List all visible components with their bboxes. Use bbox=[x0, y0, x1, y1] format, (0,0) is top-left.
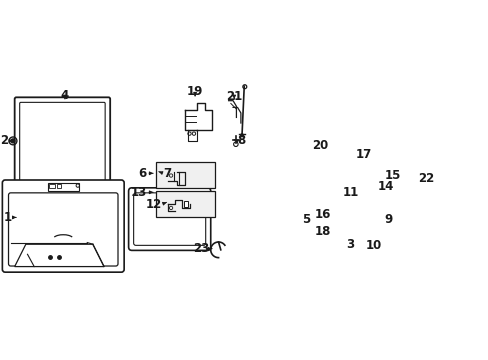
Text: 4: 4 bbox=[61, 89, 69, 102]
Text: 7: 7 bbox=[163, 167, 171, 180]
Text: 5: 5 bbox=[302, 213, 310, 226]
Text: 8: 8 bbox=[237, 134, 244, 147]
FancyBboxPatch shape bbox=[20, 102, 105, 182]
Text: 15: 15 bbox=[384, 169, 401, 182]
Circle shape bbox=[240, 134, 243, 137]
Bar bbox=[57, 184, 61, 188]
Text: 12: 12 bbox=[145, 198, 162, 211]
Text: 6: 6 bbox=[138, 167, 146, 180]
Text: 23: 23 bbox=[192, 242, 209, 255]
Text: 21: 21 bbox=[225, 90, 242, 103]
Text: 16: 16 bbox=[314, 208, 331, 221]
FancyBboxPatch shape bbox=[8, 193, 118, 266]
Text: 22: 22 bbox=[418, 172, 434, 185]
Bar bbox=[183, 201, 188, 207]
Text: 1: 1 bbox=[4, 211, 12, 224]
Text: 17: 17 bbox=[355, 148, 371, 161]
FancyBboxPatch shape bbox=[128, 188, 210, 251]
Text: 9: 9 bbox=[383, 213, 391, 226]
Circle shape bbox=[11, 139, 15, 143]
Text: 18: 18 bbox=[314, 225, 330, 238]
FancyBboxPatch shape bbox=[2, 180, 124, 272]
Bar bbox=[335, 239, 343, 251]
Text: 2: 2 bbox=[0, 134, 8, 147]
Text: 14: 14 bbox=[376, 180, 393, 193]
Text: 19: 19 bbox=[186, 85, 203, 98]
Text: 20: 20 bbox=[311, 139, 327, 152]
Text: 3: 3 bbox=[345, 238, 353, 251]
Bar bbox=[49, 184, 55, 188]
FancyBboxPatch shape bbox=[133, 193, 205, 246]
Text: 13: 13 bbox=[130, 186, 146, 199]
Bar bbox=[48, 183, 79, 190]
Text: 10: 10 bbox=[365, 239, 381, 252]
Bar bbox=[156, 191, 214, 217]
Bar bbox=[156, 162, 214, 188]
Polygon shape bbox=[351, 166, 368, 252]
FancyBboxPatch shape bbox=[15, 97, 110, 187]
Polygon shape bbox=[15, 244, 104, 267]
Text: 11: 11 bbox=[342, 186, 358, 199]
